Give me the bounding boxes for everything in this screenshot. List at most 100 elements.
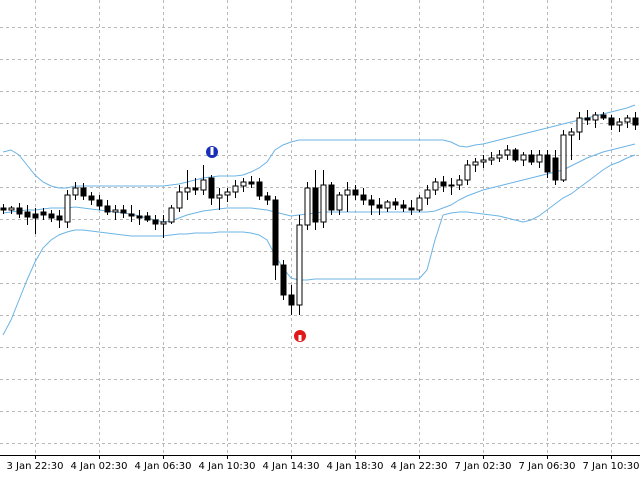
candle-body — [80, 187, 87, 197]
candle-body — [104, 205, 111, 213]
sell-signal — [294, 330, 306, 342]
candle-body — [40, 211, 47, 216]
candle-body — [512, 149, 519, 161]
candle-body — [536, 154, 543, 163]
candle-body — [472, 161, 479, 166]
candle-body — [16, 207, 23, 215]
candle-body — [480, 159, 487, 163]
candle-body — [312, 187, 319, 223]
band-lower — [2, 154, 636, 336]
candle-body — [24, 211, 31, 218]
candle-body — [0, 207, 7, 211]
candle-body — [264, 195, 271, 201]
x-tick-label: 7 Jan 10:30 — [583, 461, 640, 472]
candle-body — [504, 149, 511, 156]
candle-body — [168, 207, 175, 223]
candle-body — [48, 213, 55, 219]
candle-body — [96, 199, 103, 207]
candle-body — [320, 184, 327, 223]
candle-body — [256, 181, 263, 197]
candle-body — [520, 154, 527, 161]
candle-body — [568, 131, 575, 136]
candle-body — [464, 164, 471, 181]
candle-body — [576, 117, 583, 133]
candle-body — [432, 181, 439, 191]
candle-body — [368, 199, 375, 206]
x-tick-label: 4 Jan 02:30 — [71, 461, 128, 472]
candle-body — [352, 189, 359, 196]
candle-body — [240, 181, 247, 187]
candle-body — [424, 189, 431, 199]
candle-body — [624, 117, 631, 123]
candle-body — [176, 191, 183, 209]
x-tick-label: 4 Jan 06:30 — [135, 461, 192, 472]
candle-body — [192, 187, 199, 191]
candle-body — [8, 207, 15, 211]
candle-body — [528, 154, 535, 163]
candle-body — [384, 201, 391, 209]
candle-body — [200, 179, 207, 191]
candle-body — [136, 215, 143, 219]
candle-body — [552, 157, 559, 181]
candle-body — [376, 204, 383, 209]
marks — [0, 104, 639, 336]
candle-body — [144, 215, 151, 221]
candle-body — [216, 194, 223, 199]
x-tick-label: 7 Jan 02:30 — [455, 461, 512, 472]
candle-body — [72, 187, 79, 196]
candle-body — [184, 187, 191, 193]
candle-body — [496, 154, 503, 159]
signal-glyph — [298, 335, 302, 341]
candle-body — [488, 157, 495, 161]
candle-body — [608, 117, 615, 126]
candle-body — [448, 184, 455, 187]
grid — [0, 0, 640, 455]
candle-body — [632, 117, 639, 126]
candle-body — [160, 221, 167, 225]
x-tick-label: 3 Jan 22:30 — [7, 461, 64, 472]
candle-body — [416, 197, 423, 211]
candle-body — [280, 264, 287, 296]
candle-body — [112, 209, 119, 213]
candle-body — [600, 114, 607, 119]
candle-body — [456, 179, 463, 186]
candle-body — [272, 199, 279, 266]
x-tick-label: 7 Jan 06:30 — [519, 461, 576, 472]
candle-body — [392, 201, 399, 206]
candle-body — [248, 181, 255, 185]
candle-body — [152, 219, 159, 225]
candle-body — [88, 195, 95, 201]
x-tick-label: 4 Jan 14:30 — [263, 461, 320, 472]
candle-body — [128, 213, 135, 217]
candle-body — [336, 194, 343, 211]
candle-body — [288, 294, 295, 306]
band-upper — [2, 104, 636, 189]
x-tick-label: 4 Jan 22:30 — [391, 461, 448, 472]
candle-body — [120, 209, 127, 214]
candle-body — [208, 177, 215, 199]
candle-body — [296, 224, 303, 306]
buy-signal — [206, 146, 218, 158]
candle-body — [616, 121, 623, 126]
signal-glyph — [210, 147, 214, 155]
candle-body — [56, 215, 63, 221]
candle-body — [64, 194, 71, 223]
candle-body — [440, 181, 447, 187]
candle-body — [400, 204, 407, 209]
candle-body — [224, 191, 231, 196]
candle-body — [304, 187, 311, 226]
candle-body — [592, 114, 599, 121]
candle-body — [328, 184, 335, 211]
candle-body — [344, 189, 351, 196]
candle-body — [544, 154, 551, 173]
candle-body — [360, 194, 367, 201]
x-tick-label: 4 Jan 18:30 — [327, 461, 384, 472]
candle-body — [32, 213, 39, 219]
x-tick-label: 4 Jan 10:30 — [199, 461, 256, 472]
candle-body — [232, 185, 239, 193]
candle-body — [584, 117, 591, 121]
candle-body — [408, 207, 415, 211]
candle-body — [560, 134, 567, 181]
